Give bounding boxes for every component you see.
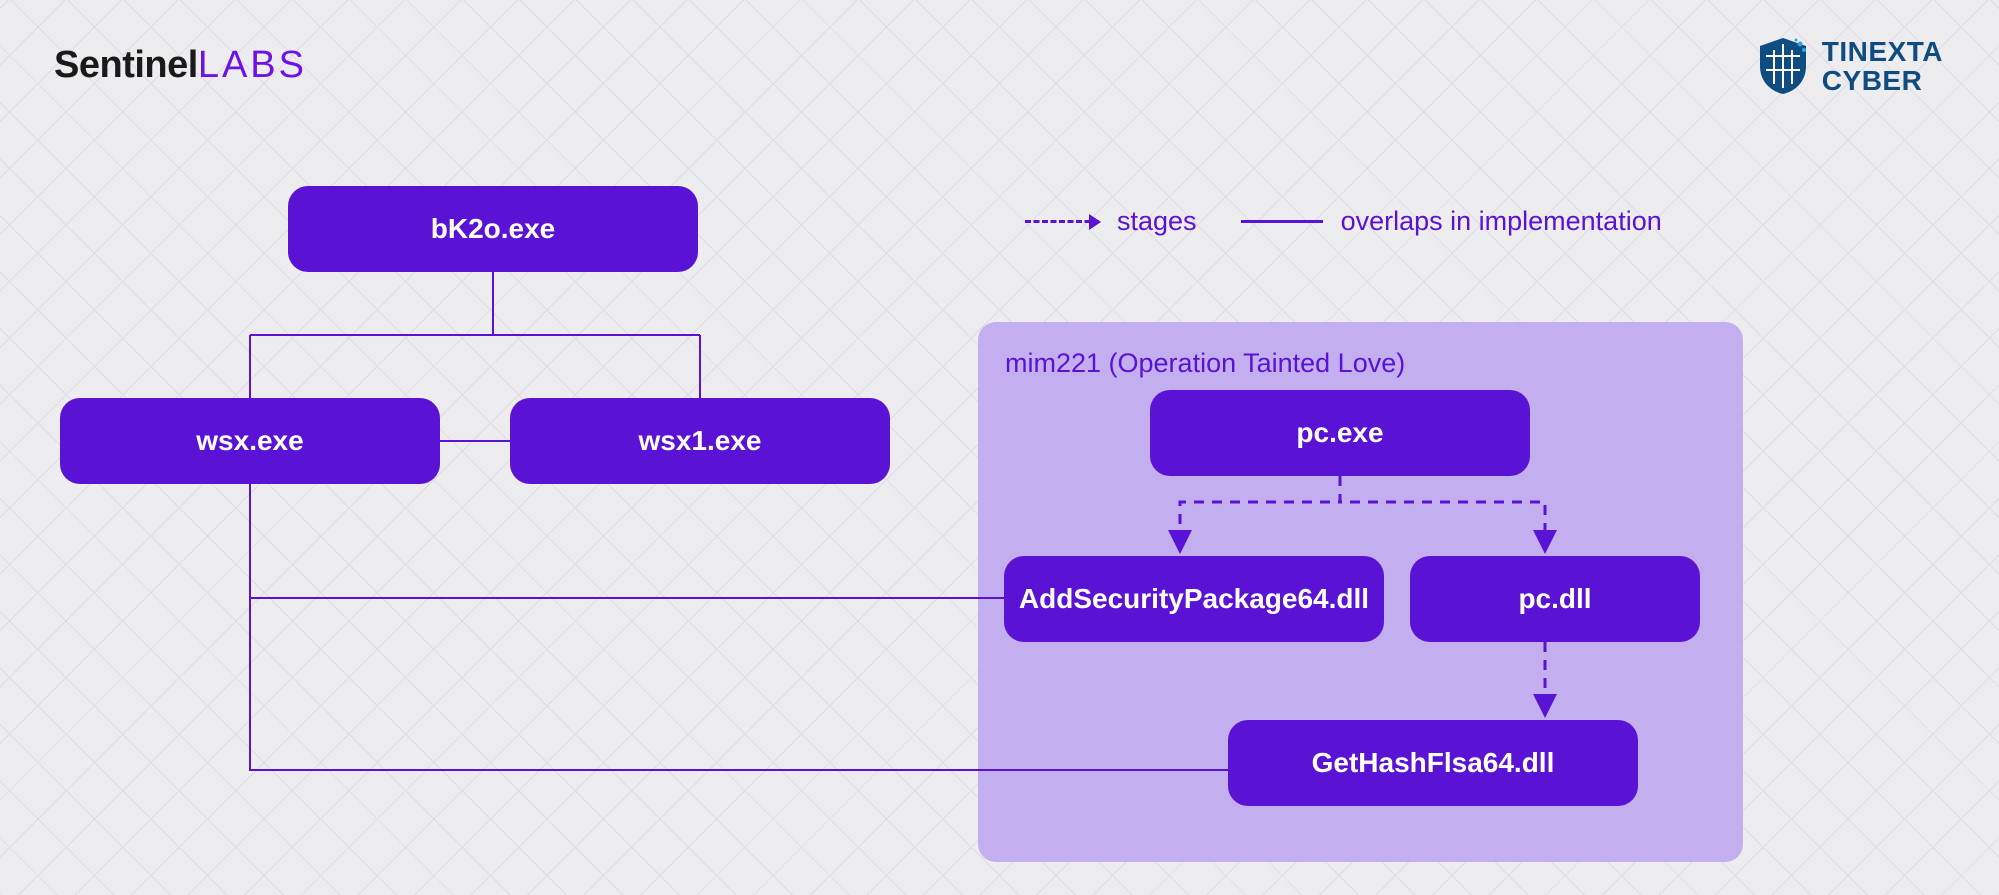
node-pc-dll: pc.dll: [1410, 556, 1700, 642]
node-gethashflsa64-dll: GetHashFlsa64.dll: [1228, 720, 1638, 806]
node-wsx1-exe: wsx1.exe: [510, 398, 890, 484]
legend-solid-line-icon: [1241, 220, 1323, 223]
node-pc-exe: pc.exe: [1150, 390, 1530, 476]
shield-icon: [1756, 36, 1810, 96]
node-wsx-label: wsx.exe: [196, 425, 303, 457]
logo-line1: TINEXTA: [1822, 37, 1943, 66]
mim221-title: mim221 (Operation Tainted Love): [1005, 348, 1405, 379]
legend-overlaps-label: overlaps in implementation: [1341, 206, 1662, 237]
legend-stages-label: stages: [1117, 206, 1197, 237]
legend: stages overlaps in implementation: [1025, 206, 1662, 237]
logo-tinexta-cyber: TINEXTA CYBER: [1756, 36, 1943, 96]
node-bk2o-label: bK2o.exe: [431, 213, 556, 245]
node-pcdll-label: pc.dll: [1518, 583, 1591, 615]
node-wsx1-label: wsx1.exe: [639, 425, 762, 457]
node-wsx-exe: wsx.exe: [60, 398, 440, 484]
node-bk2o-exe: bK2o.exe: [288, 186, 698, 272]
logo-sentinel-labs: SentinelLABS: [54, 44, 307, 87]
node-addsec-label: AddSecurityPackage64.dll: [1019, 583, 1369, 615]
node-pcexe-label: pc.exe: [1296, 417, 1383, 449]
node-addsecuritypackage64-dll: AddSecurityPackage64.dll: [1004, 556, 1384, 642]
node-gethash-label: GetHashFlsa64.dll: [1312, 747, 1555, 779]
logo-line2: CYBER: [1822, 66, 1943, 95]
logo-text-sentinel: Sentinel: [54, 44, 198, 86]
logo-text-labs: LABS: [198, 44, 307, 86]
legend-dashed-arrow-icon: [1025, 220, 1099, 223]
logo-tinexta-text: TINEXTA CYBER: [1822, 37, 1943, 96]
